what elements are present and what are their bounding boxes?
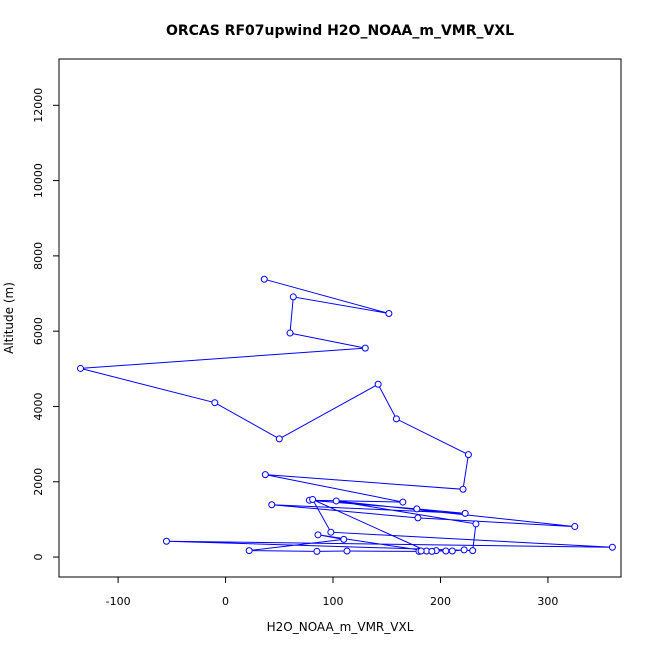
data-point [343,547,351,555]
data-point [571,523,579,531]
data-point [76,364,84,372]
y-tick-label: 6000 [32,317,45,345]
data-point [417,547,425,555]
y-tick-label: 8000 [32,242,45,270]
x-tick-label: -100 [106,595,131,608]
data-point [392,415,400,423]
data-point [327,528,335,536]
data-point [361,344,369,352]
data-point [245,547,253,555]
data-point [260,275,268,283]
x-axis: -100 0 100 200 300 [106,577,558,608]
y-tick-label: 10000 [32,163,45,198]
y-tick-label: 2000 [32,468,45,496]
plot-area [58,58,622,578]
y-tick-label: 4000 [32,392,45,420]
data-point [162,537,170,545]
data-point [448,547,456,555]
data-point [275,435,283,443]
y-tick-label: 12000 [32,88,45,123]
x-tick-label: 200 [430,595,451,608]
data-point [286,329,294,337]
y-axis: 0 2000 4000 6000 8000 10000 12000 [32,88,59,561]
series-path [80,278,613,552]
data-point [314,531,322,539]
y-axis-label: Altitude (m) [2,282,16,354]
data-point [385,309,393,317]
data-point [261,471,269,479]
data-point [413,505,421,513]
series-line [80,278,613,552]
data-point [289,293,297,301]
data-point [464,451,472,459]
data-point [414,514,422,522]
data-point [332,497,340,505]
chart-title: ORCAS RF07upwind H2O_NOAA_m_VMR_VXL [166,23,514,39]
data-point [608,543,616,551]
data-point [211,399,219,407]
data-point [428,547,436,555]
data-point [340,535,348,543]
x-tick-label: 0 [222,595,229,608]
data-point [268,501,276,509]
data-point [399,498,407,506]
series-points [76,275,616,555]
data-point [309,495,317,503]
data-point [460,546,468,554]
x-tick-label: 300 [537,595,558,608]
x-axis-label: H2O_NOAA_m_VMR_VXL [267,620,414,634]
data-point [472,520,480,528]
y-tick-label: 0 [32,554,45,561]
x-tick-label: 100 [323,595,344,608]
data-point [459,485,467,493]
data-point [442,547,450,555]
data-point [469,547,477,555]
data-point [461,509,469,517]
data-point [313,547,321,555]
data-point [374,380,382,388]
